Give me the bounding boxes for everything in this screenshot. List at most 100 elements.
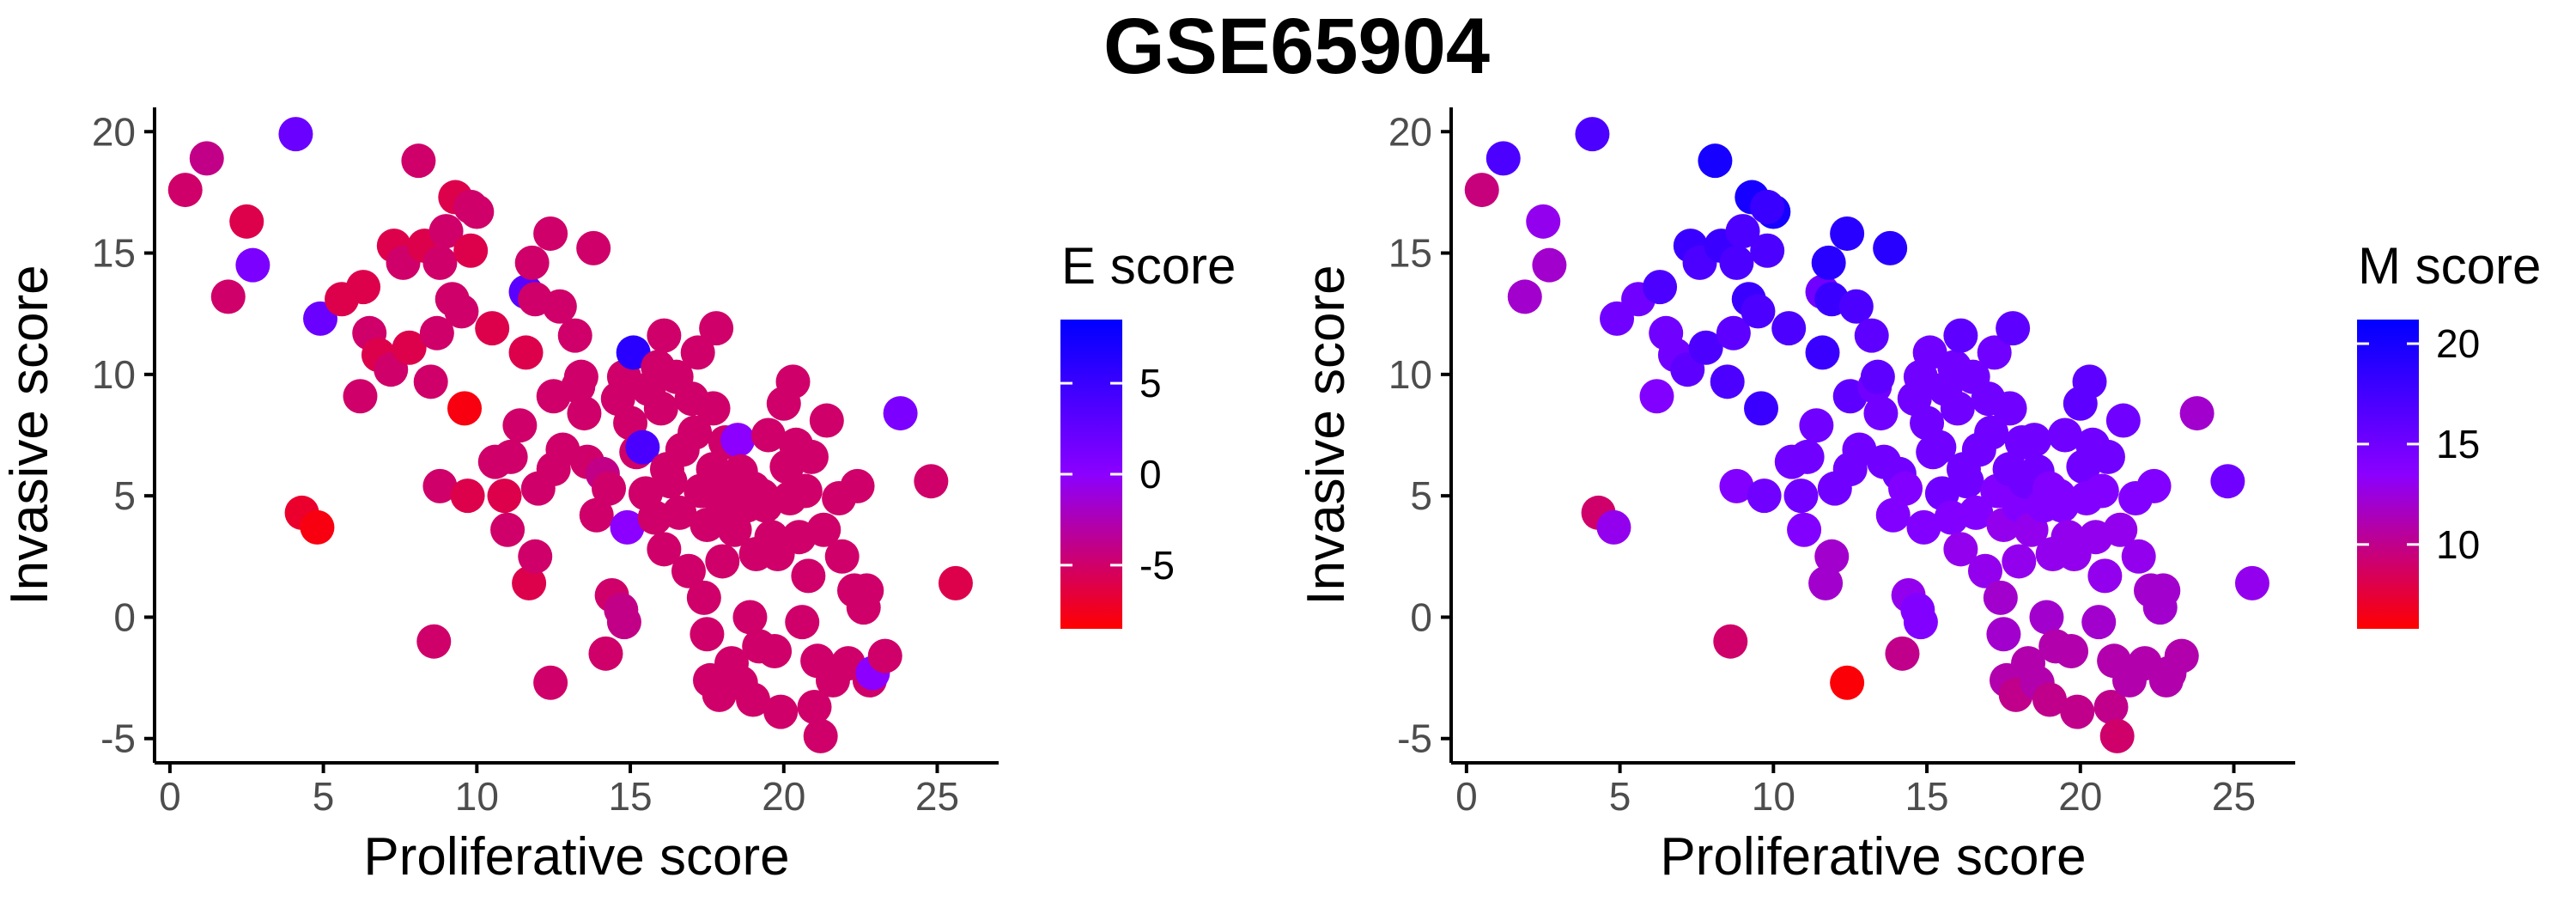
- data-point: [1526, 204, 1561, 239]
- data-point: [1888, 471, 1923, 506]
- data-point: [1787, 512, 1822, 547]
- data-point: [1643, 270, 1678, 305]
- data-point: [346, 270, 381, 305]
- data-point: [229, 204, 264, 239]
- data-point: [1967, 553, 2002, 588]
- y-axis-title: Invasive score: [0, 265, 59, 605]
- data-point: [690, 617, 725, 652]
- data-point: [419, 315, 454, 350]
- data-point: [849, 573, 884, 608]
- data-point: [2032, 682, 2068, 717]
- data-point: [413, 364, 448, 399]
- data-point: [867, 638, 902, 673]
- panel-m-score: 0 5 10 15 20 25 -5 0 5 10 15 20 Proliferative score I…: [1297, 107, 2541, 887]
- data-point: [803, 718, 838, 753]
- data-point: [806, 512, 841, 547]
- data-point: [1747, 478, 1782, 514]
- y-tick-label: 10: [92, 352, 136, 397]
- data-point: [699, 311, 734, 346]
- data-point: [653, 464, 688, 499]
- data-point: [1750, 189, 1785, 224]
- data-point: [518, 539, 553, 574]
- data-point: [625, 430, 660, 465]
- data-point: [732, 600, 768, 635]
- x-tick-label: 25: [2212, 774, 2256, 819]
- data-point: [606, 605, 641, 640]
- x-tick-label: 0: [159, 774, 181, 819]
- data-point: [1811, 245, 1846, 280]
- legend-colorbar: [2357, 320, 2419, 629]
- data-point: [1725, 214, 1760, 249]
- data-point: [1873, 230, 1908, 265]
- data-point: [2072, 364, 2107, 399]
- data-point: [647, 318, 682, 353]
- data-point: [508, 335, 544, 370]
- legend-title: E score: [1061, 237, 1236, 295]
- data-point: [1719, 468, 1754, 503]
- data-point: [785, 605, 820, 640]
- data-point: [1922, 430, 1957, 465]
- y-tick-label: 10: [1388, 352, 1432, 397]
- data-point: [840, 468, 875, 503]
- data-point: [235, 247, 270, 283]
- data-point: [1771, 311, 1807, 346]
- data-point: [1814, 539, 1850, 574]
- color-legend: E score 5 0 -5: [1060, 237, 1236, 629]
- data-point: [563, 359, 598, 394]
- data-point: [775, 364, 811, 399]
- data-point: [210, 279, 246, 314]
- data-point: [791, 558, 826, 594]
- data-point: [1940, 391, 1975, 426]
- data-point: [647, 532, 682, 567]
- data-point: [1943, 532, 1978, 567]
- data-point: [1903, 605, 1938, 640]
- data-point: [1986, 617, 2021, 652]
- y-tick-label: 0: [113, 594, 136, 639]
- y-tick-label: 15: [1388, 231, 1432, 276]
- data-point: [1830, 665, 1865, 700]
- data-point: [1799, 408, 1834, 443]
- data-point: [720, 423, 756, 458]
- y-tick-label: -5: [100, 716, 136, 761]
- data-point: [493, 439, 528, 474]
- data-point: [938, 565, 973, 600]
- data-point: [2002, 544, 2037, 579]
- data-point: [2017, 423, 2052, 458]
- data-point: [1974, 415, 2009, 450]
- y-tick-label: -5: [1397, 716, 1432, 761]
- data-point: [502, 408, 538, 443]
- data-point: [300, 509, 335, 545]
- x-axis-title: Proliferative score: [1660, 827, 2086, 887]
- data-point: [757, 634, 793, 669]
- data-point: [567, 396, 602, 431]
- data-point: [1710, 364, 1745, 399]
- panel-e-score: 0 5 10 15 20 25 -5 0 5 10 15 20 Proliferative score I…: [0, 107, 1236, 887]
- data-point: [576, 230, 611, 265]
- data-point: [2234, 565, 2269, 600]
- x-tick-label: 5: [313, 774, 335, 819]
- data-point: [542, 289, 577, 324]
- y-tick-label: 15: [92, 231, 136, 276]
- x-tick-label: 10: [455, 774, 499, 819]
- data-point: [1996, 311, 2031, 346]
- data-point: [677, 415, 713, 450]
- data-point: [736, 682, 771, 717]
- data-point: [490, 512, 526, 547]
- legend-tick-label: 10: [2436, 522, 2480, 567]
- data-point: [1885, 636, 1920, 671]
- data-point: [1485, 141, 1521, 176]
- figure-title: GSE65904: [1103, 3, 1490, 90]
- data-point: [401, 143, 436, 179]
- data-point: [2210, 464, 2245, 499]
- data-point: [2047, 417, 2082, 453]
- data-point: [2179, 396, 2215, 431]
- data-point: [512, 565, 547, 600]
- legend-tick-label: -5: [1139, 543, 1175, 588]
- legend-tick-label: 5: [1139, 361, 1162, 405]
- data-point: [189, 141, 224, 176]
- data-point: [809, 403, 844, 438]
- data-point: [278, 117, 313, 152]
- data-point: [416, 624, 452, 659]
